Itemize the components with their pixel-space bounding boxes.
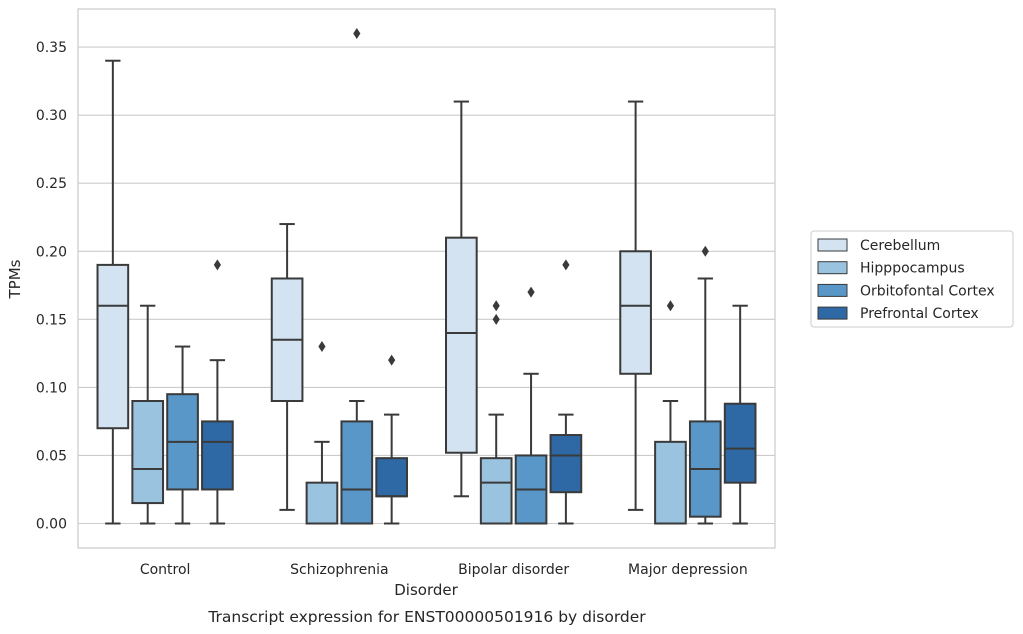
- outlier-point: [388, 354, 396, 366]
- box-iqr: [305, 481, 339, 525]
- outlier-point: [527, 286, 535, 298]
- x-axis-title: Disorder: [394, 581, 458, 599]
- box-iqr: [96, 263, 130, 430]
- legend-swatch: [817, 261, 848, 275]
- legend-label: Orbitofontal Cortex: [860, 283, 995, 299]
- y-tick-label: 0.00: [36, 517, 67, 533]
- boxes: [96, 28, 757, 525]
- box-iqr: [723, 402, 757, 484]
- legend-label: Cerebellum: [860, 238, 940, 254]
- outlier-point: [701, 245, 709, 257]
- box-plot-item: [445, 100, 478, 498]
- x-tick-label: Major depression: [628, 562, 748, 578]
- box-iqr: [445, 236, 478, 454]
- y-tick-label: 0.05: [36, 448, 67, 464]
- outlier-point: [492, 313, 500, 325]
- outlier-point: [353, 28, 361, 39]
- outlier-point: [492, 300, 500, 312]
- y-tick-label: 0.20: [36, 244, 67, 260]
- y-tick-label: 0.10: [36, 380, 67, 396]
- y-axis-ticks: 0.00 0.05 0.10 0.15 0.20 0.25 0.30 0.35: [36, 40, 67, 532]
- x-tick-label: Bipolar disorder: [458, 562, 569, 578]
- legend-swatch: [817, 283, 848, 297]
- chart-caption: Transcript expression for ENST0000050191…: [207, 608, 646, 626]
- x-tick-label: Control: [140, 562, 191, 578]
- box-plot-item: [549, 259, 583, 525]
- box-iqr: [340, 420, 374, 525]
- box-iqr: [375, 457, 408, 498]
- legend-swatch: [817, 238, 848, 252]
- box-plot-item: [654, 300, 687, 525]
- legend-entries: Cerebellum Hipppocampus Orbitofontal Corte…: [817, 238, 995, 322]
- box-plot-item: [688, 245, 722, 525]
- outlier-point: [318, 341, 326, 353]
- box-iqr: [654, 440, 687, 525]
- box-plot-item: [131, 304, 165, 525]
- y-tick-label: 0.30: [36, 108, 67, 124]
- outlier-point: [666, 300, 675, 312]
- y-axis-title: TPMs: [6, 259, 24, 299]
- box-plot-item: [479, 300, 513, 525]
- box-plot-item: [619, 100, 652, 511]
- box-plot-item: [340, 28, 374, 525]
- box-iqr: [479, 457, 513, 525]
- outlier-point: [213, 259, 221, 271]
- y-tick-label: 0.15: [36, 312, 67, 328]
- box-plot-item: [270, 223, 304, 511]
- box-plot-item: [201, 259, 234, 525]
- legend-swatch: [817, 306, 848, 320]
- x-tick-label: Schizophrenia: [290, 562, 388, 578]
- x-axis-ticks: Control Schizophrenia Bipolar disorder Majo…: [140, 562, 748, 578]
- legend-frame: [810, 230, 1014, 328]
- box-iqr: [549, 434, 583, 494]
- box-plot-item: [514, 286, 548, 525]
- box-plot-item: [375, 354, 408, 525]
- box-plot-item: [96, 59, 130, 525]
- box-plot-item: [723, 304, 757, 525]
- outlier-point: [562, 259, 570, 271]
- box-plot-item: [305, 341, 339, 525]
- legend-label: Prefrontal Cortex: [860, 306, 979, 322]
- box-plot-item: [166, 345, 199, 525]
- legend: Cerebellum Hipppocampus Orbitofontal Corte…: [810, 230, 1014, 328]
- y-tick-label: 0.35: [36, 40, 67, 56]
- legend-label: Hipppocampus: [860, 261, 965, 277]
- plot-frame: [77, 8, 776, 549]
- box-iqr: [201, 420, 234, 491]
- box-iqr: [131, 400, 165, 505]
- y-tick-label: 0.25: [36, 176, 67, 192]
- box-iqr: [619, 250, 652, 375]
